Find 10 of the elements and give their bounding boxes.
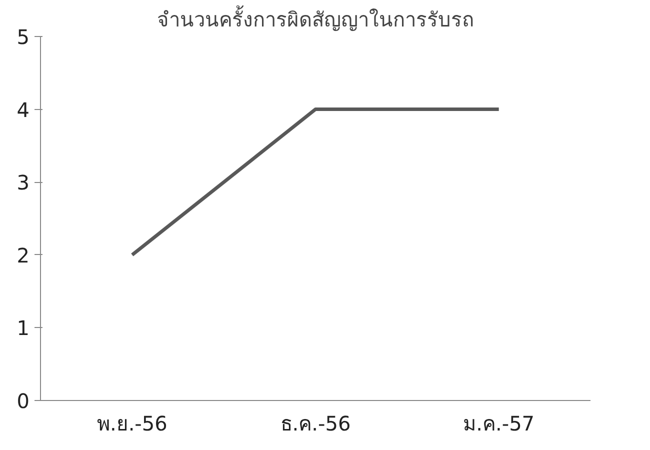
y-tick-label: 3: [16, 170, 30, 195]
x-tick-label: ม.ค.-57: [463, 412, 535, 436]
y-tick-label: 4: [16, 98, 30, 122]
x-tick-label: พ.ย.-56: [96, 412, 168, 436]
y-tick-label: 2: [16, 243, 30, 268]
y-tick-label: 0: [16, 389, 30, 413]
y-tick-label: 1: [16, 316, 30, 340]
x-tick-label: ธ.ค.-56: [280, 412, 351, 436]
chart-title: จำนวนครั้งการผิดสัญญาในการรับรถ: [157, 6, 474, 32]
y-tick-label: 5: [16, 25, 30, 49]
